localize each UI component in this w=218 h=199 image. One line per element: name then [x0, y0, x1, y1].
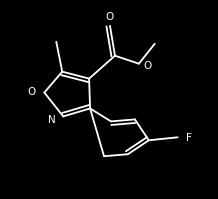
- Text: O: O: [144, 61, 152, 71]
- Text: N: N: [48, 115, 55, 125]
- Text: F: F: [186, 133, 191, 143]
- Text: O: O: [27, 87, 35, 97]
- Text: O: O: [106, 12, 114, 22]
